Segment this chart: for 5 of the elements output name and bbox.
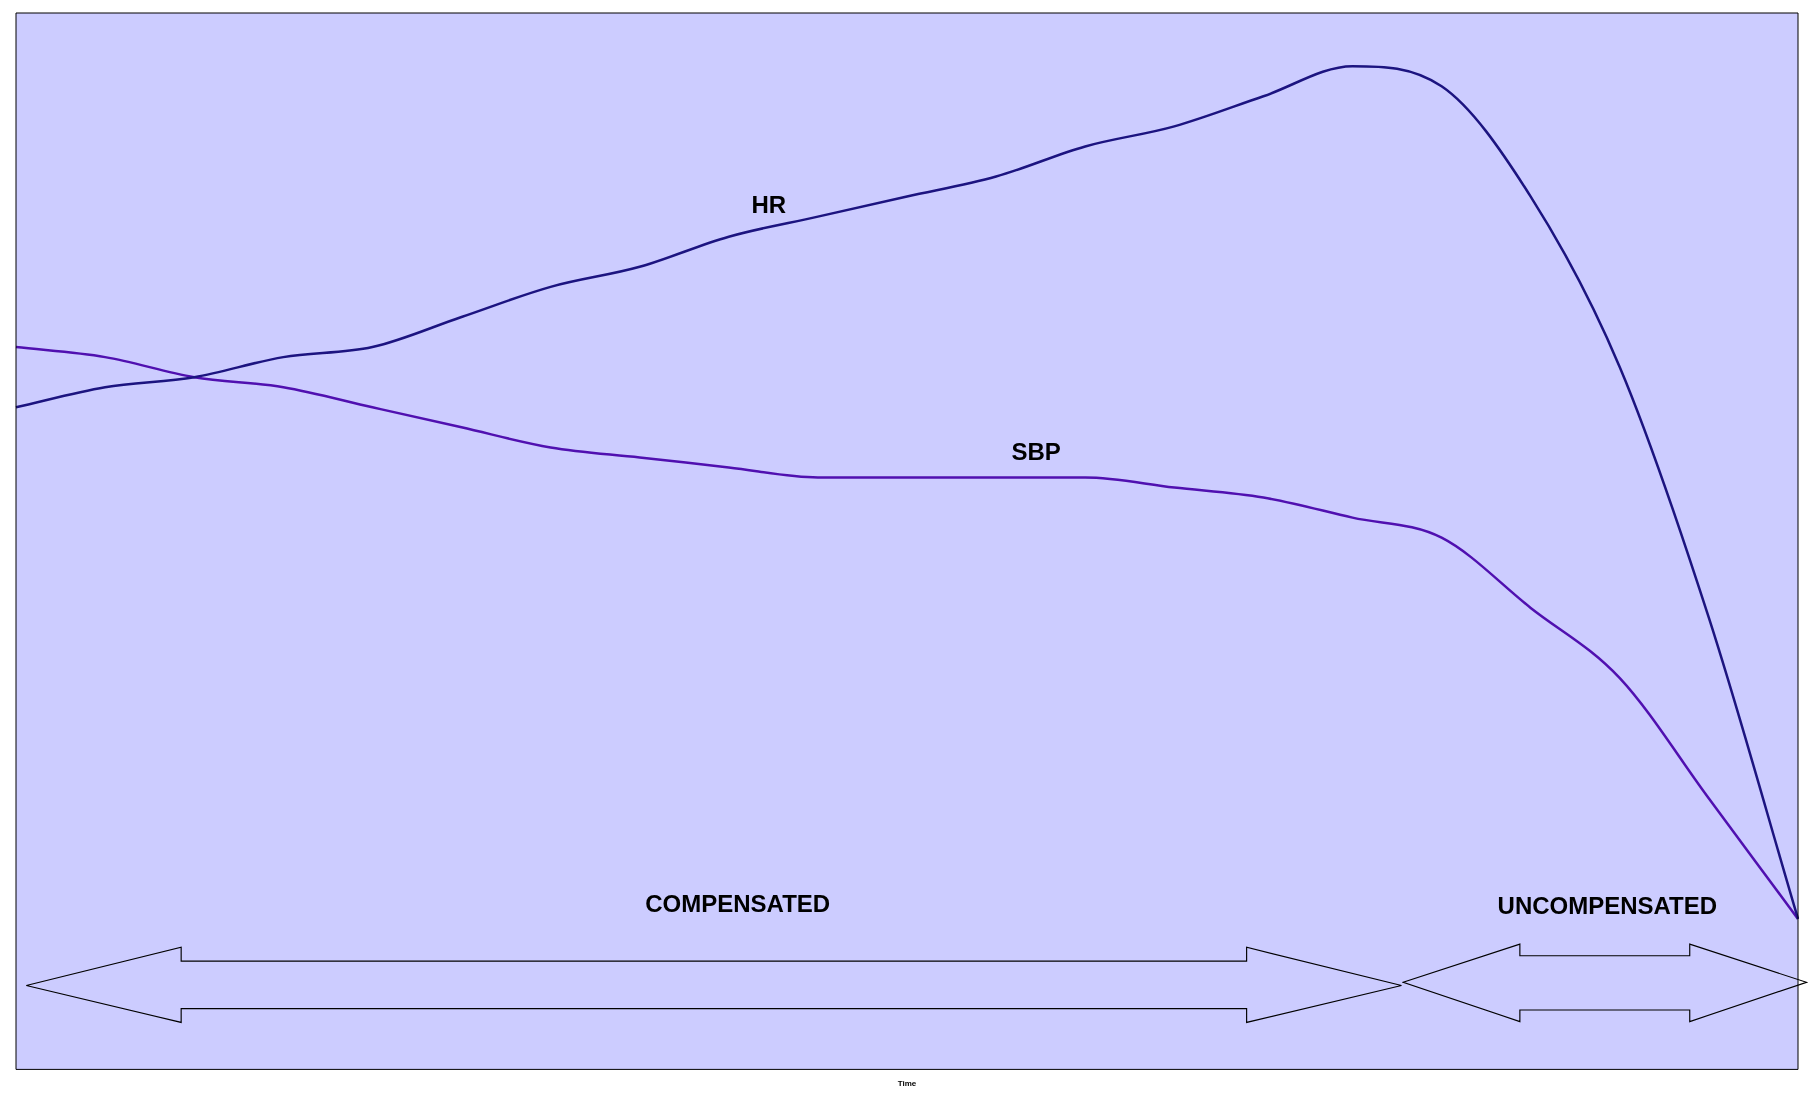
series-label: SBP (1011, 438, 1061, 466)
x-axis-title: Time (897, 1079, 917, 1089)
series-label: HR (751, 191, 787, 219)
annotation: UNCOMPENSATED (1497, 892, 1718, 920)
annotation: COMPENSATED (645, 890, 831, 918)
